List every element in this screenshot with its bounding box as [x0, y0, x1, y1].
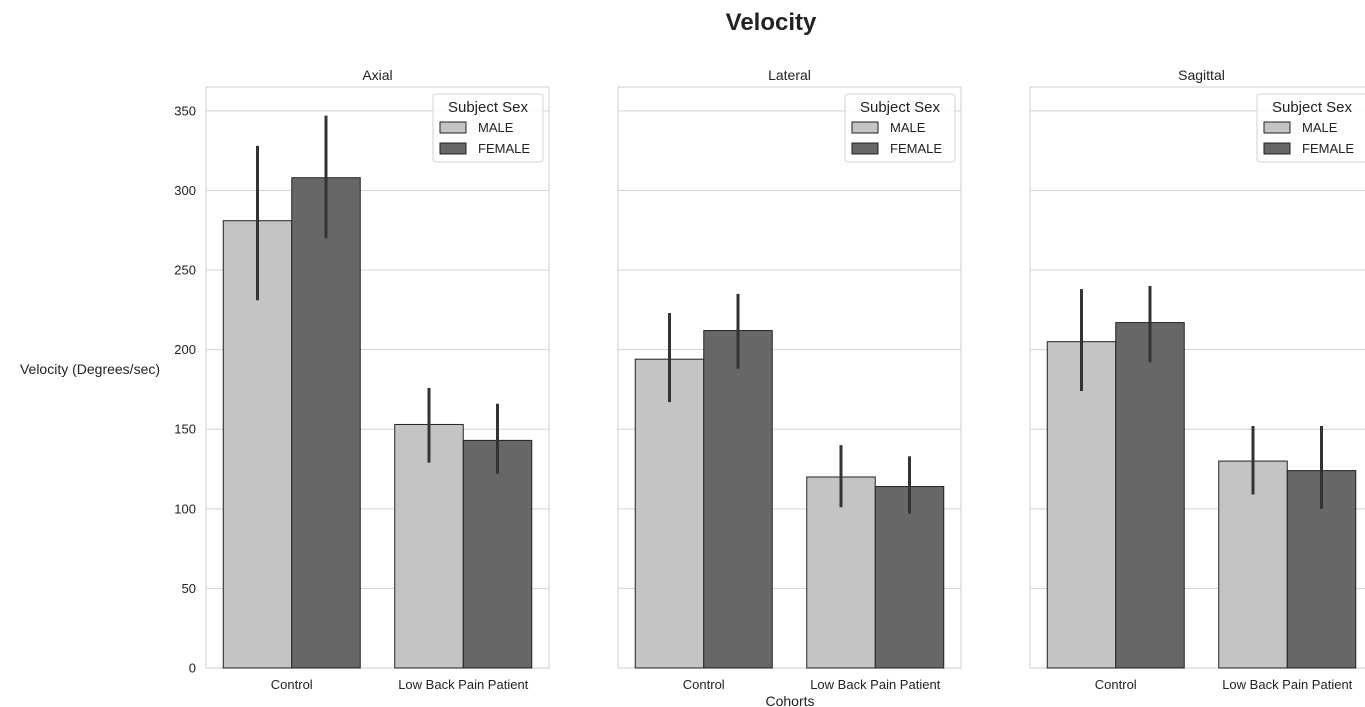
legend-label-male: MALE — [1302, 120, 1338, 135]
legend-title: Subject Sex — [448, 99, 529, 116]
bar-male — [1046, 341, 1117, 669]
legend-swatch-male — [1263, 121, 1291, 134]
y-tick-label: 0 — [189, 661, 196, 676]
bar-female — [462, 439, 533, 669]
y-tick-label: 150 — [174, 422, 196, 437]
x-tick-label: Control — [1095, 677, 1137, 692]
bar-female — [874, 486, 945, 669]
panel-frame — [205, 86, 550, 669]
legend-title: Subject Sex — [860, 99, 941, 116]
legend-title: Subject Sex — [1272, 99, 1353, 116]
x-tick-label: Control — [683, 677, 725, 692]
legend-label-female: FEMALE — [890, 141, 942, 156]
y-tick-label: 350 — [174, 103, 196, 118]
panel-lateral: Lateral Control Low Back Pain Patient Subje… — [617, 67, 962, 692]
panel-axial: Axial Control Low Back Pain Patient 0 50 100 1… — [174, 67, 550, 692]
y-tick-label: 100 — [174, 501, 196, 516]
bar-male — [634, 358, 705, 669]
x-tick-label: Low Back Pain Patient — [810, 677, 940, 692]
x-tick-label: Low Back Pain Patient — [398, 677, 528, 692]
legend-label-male: MALE — [478, 120, 514, 135]
x-tick-label: Low Back Pain Patient — [1222, 677, 1352, 692]
x-tick-label: Control — [271, 677, 313, 692]
y-tick-label: 200 — [174, 342, 196, 357]
legend: Subject Sex MALE FEMALE — [844, 93, 956, 163]
legend: Subject Sex MALE FEMALE — [1256, 93, 1365, 163]
panel-frame — [617, 86, 962, 669]
legend-swatch-male — [439, 121, 467, 134]
legend-swatch-female — [851, 142, 879, 155]
chart-title: Velocity — [726, 9, 817, 36]
legend-swatch-male — [851, 121, 879, 134]
panel-sagittal: Sagittal Control Low Back Pain Patient Subj… — [1029, 67, 1365, 692]
legend-swatch-female — [439, 142, 467, 155]
legend-label-female: FEMALE — [1302, 141, 1354, 156]
bar-male — [1218, 460, 1288, 669]
y-tick-label: 300 — [174, 183, 196, 198]
bar-male — [394, 423, 464, 669]
bar-female — [703, 330, 773, 669]
panel-frame — [1029, 86, 1365, 669]
panel-title: Lateral — [768, 67, 811, 83]
legend-label-female: FEMALE — [478, 141, 530, 156]
y-axis-label: Velocity (Degrees/sec) — [20, 361, 160, 377]
panel-title: Sagittal — [1178, 67, 1225, 83]
chart-panels: Axial Control Low Back Pain Patient 0 50 100 1… — [174, 67, 1365, 692]
panel-title: Axial — [362, 67, 392, 83]
bar-female — [1115, 322, 1185, 669]
legend: Subject Sex MALE FEMALE — [432, 93, 544, 163]
x-axis-label: Cohorts — [765, 693, 814, 707]
legend-swatch-female — [1263, 142, 1291, 155]
legend-label-male: MALE — [890, 120, 926, 135]
y-tick-label: 50 — [182, 581, 196, 596]
y-tick-label: 250 — [174, 263, 196, 278]
bar-female — [291, 177, 361, 669]
